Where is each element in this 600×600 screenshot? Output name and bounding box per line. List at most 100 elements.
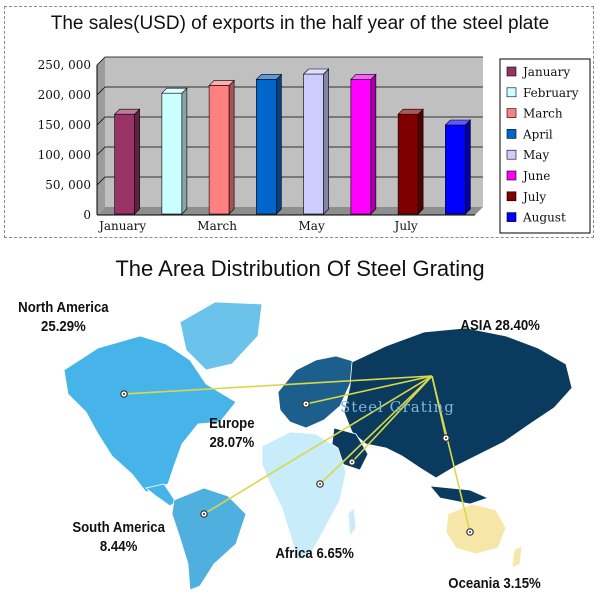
node-marker-dot	[469, 531, 471, 533]
bar-front	[397, 113, 419, 215]
bar-august	[444, 119, 472, 215]
label-oceania: Oceania 3.15%	[448, 574, 540, 593]
bar-april	[255, 73, 283, 215]
legend-swatch	[506, 66, 517, 77]
bar-front	[350, 79, 372, 215]
legend-label: January	[521, 65, 570, 79]
label-asia: ASIA 28.40%	[460, 316, 539, 335]
chart-title: The sales(USD) of exports in the half ye…	[50, 13, 550, 34]
bar-front	[114, 113, 135, 215]
continent-australia	[445, 503, 507, 555]
gridline-side	[96, 56, 106, 66]
legend-label: August	[522, 211, 566, 225]
bar-march	[208, 79, 235, 215]
continent-north-america	[63, 335, 237, 493]
label-africa-value: 6.65%	[316, 545, 354, 562]
hub-label: Steel Grating	[340, 398, 455, 416]
bar-top	[350, 74, 377, 80]
continent-south-america	[171, 487, 247, 591]
bar-side	[370, 73, 377, 215]
label-europe-name: Europe	[209, 415, 255, 432]
gridline-side	[96, 86, 106, 96]
node-marker-dot	[351, 461, 353, 463]
label-europe-value: 28.07%	[209, 434, 255, 451]
gridline-side	[96, 176, 106, 186]
bar-top	[397, 108, 424, 115]
plot-floor	[97, 207, 483, 215]
bar-side	[228, 79, 235, 215]
continent-greenland	[179, 301, 263, 371]
x-tick-label: May	[299, 219, 325, 233]
bar-front	[161, 92, 183, 215]
continent-africa	[261, 431, 347, 561]
bar-top	[255, 74, 283, 80]
bar-front	[256, 79, 277, 215]
bar-front	[208, 85, 230, 215]
legend-swatch	[506, 87, 517, 98]
connector-line-north-america	[123, 375, 433, 395]
plot-side-wall	[97, 57, 105, 215]
y-tick-label: 0	[83, 208, 91, 222]
legend-swatch	[506, 170, 517, 181]
continent-new-zealand	[511, 545, 523, 569]
bar-side	[276, 73, 282, 215]
x-tick-label: January	[97, 219, 146, 233]
continent-madagascar	[347, 507, 357, 538]
node-marker-dot	[203, 513, 205, 515]
bar-top	[302, 68, 330, 75]
continent-asia	[343, 327, 573, 479]
node-marker-dot	[123, 393, 125, 395]
bar-january	[113, 108, 141, 215]
legend-swatch	[506, 212, 517, 222]
label-africa: Africa 6.65%	[275, 544, 354, 563]
continent-indonesia	[429, 485, 490, 505]
y-tick-label: 250, 000	[38, 58, 91, 72]
bar-top	[208, 80, 235, 86]
legend-swatch	[506, 108, 517, 118]
label-asia-value: 28.40%	[495, 317, 540, 334]
gridline-side	[96, 146, 106, 156]
label-oceania-value: 3.15%	[503, 575, 541, 592]
bar-top	[444, 119, 472, 126]
label-south-america: South America 8.44%	[72, 518, 165, 556]
legend-swatch	[506, 149, 517, 160]
y-tick-label: 200, 000	[38, 88, 91, 102]
x-tick-label: March	[197, 219, 237, 233]
bar-july	[397, 108, 424, 215]
bar-front	[445, 124, 466, 215]
label-africa-name: Africa	[275, 545, 313, 562]
label-south-america-name: South America	[72, 519, 165, 536]
bar-may	[302, 68, 330, 215]
legend-label: February	[523, 86, 579, 100]
connector-line-middle-east	[351, 375, 433, 463]
bar-top	[113, 108, 141, 115]
bar-top	[161, 87, 188, 94]
node-marker-dot	[305, 403, 307, 405]
y-tick-label: 50, 000	[45, 178, 91, 192]
legend-swatch	[506, 191, 517, 202]
node-marker-dot	[319, 483, 321, 485]
world-map	[63, 301, 573, 591]
x-tick-label: July	[393, 219, 418, 233]
legend-label: July	[521, 190, 546, 204]
bar-june	[350, 73, 377, 215]
connector-line-africa	[319, 375, 433, 485]
y-tick-label: 100, 000	[38, 148, 91, 162]
sales-bar-chart: 0 50, 000 100, 000 150, 000 200, 000 250, 000…	[38, 56, 591, 234]
label-europe: Europe 28.07%	[209, 414, 254, 452]
legend-label: March	[523, 107, 563, 121]
continent-central-america	[145, 483, 177, 507]
label-north-america-name: North America	[18, 299, 109, 316]
y-tick-label: 150, 000	[38, 118, 91, 132]
bar-front	[303, 73, 324, 215]
legend-label: May	[523, 148, 549, 162]
legend-swatch	[506, 129, 517, 139]
map-title: The Area Distribution Of Steel Grating	[115, 256, 485, 281]
legend-label: April	[522, 127, 553, 141]
bar-side	[181, 87, 188, 215]
connector-line-europe	[305, 375, 433, 405]
label-asia-name: ASIA	[460, 317, 492, 334]
gridline-side	[96, 116, 106, 126]
label-oceania-name: Oceania	[448, 575, 500, 592]
bar-side	[465, 119, 471, 215]
